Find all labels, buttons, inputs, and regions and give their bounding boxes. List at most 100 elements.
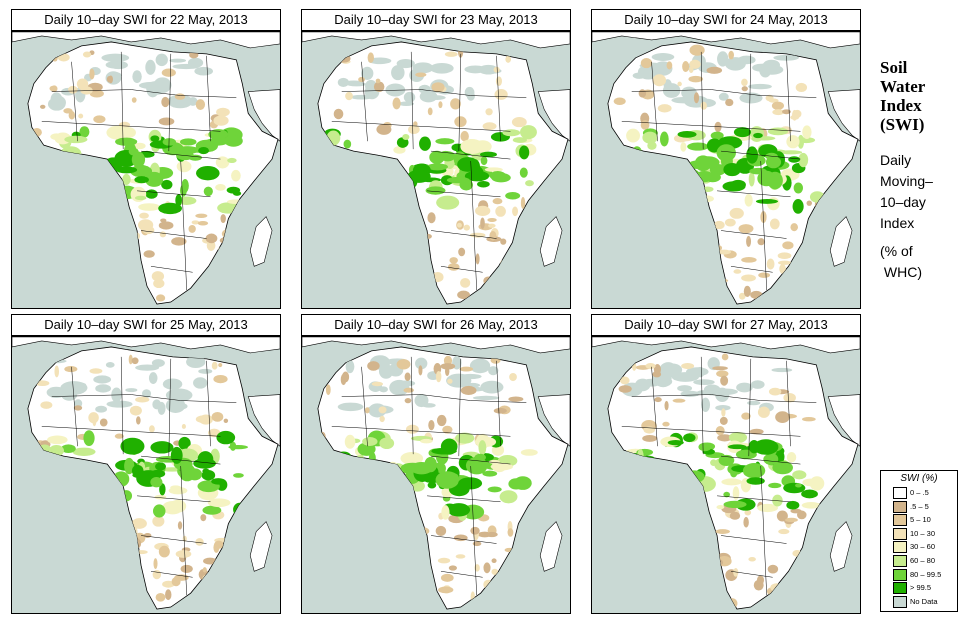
dry-patch <box>151 271 165 282</box>
dry-patch <box>688 75 704 83</box>
dry-patch <box>664 400 669 411</box>
wet-patch <box>44 484 58 491</box>
dry-patch <box>426 281 437 288</box>
wet-patch <box>382 160 391 170</box>
index-description-line: Daily <box>880 152 912 168</box>
dry-patch <box>333 108 344 120</box>
no-data-patch <box>157 401 166 415</box>
saturated-patch <box>435 471 459 489</box>
madagascar-landmass <box>539 521 563 572</box>
dry-patch <box>221 292 229 302</box>
saturated-patch <box>198 146 210 155</box>
dry-patch <box>682 61 690 73</box>
no-data-patch <box>198 368 213 374</box>
dry-patch <box>470 526 480 535</box>
country-border <box>458 53 462 152</box>
wet-patch <box>93 479 114 494</box>
wet-patch <box>335 186 357 192</box>
dry-patch <box>89 89 104 98</box>
dry-patch <box>180 564 193 573</box>
country-border <box>470 161 477 291</box>
country-border <box>361 61 368 142</box>
no-data-patch <box>750 380 765 389</box>
dry-patch <box>458 247 466 257</box>
wet-patch <box>645 491 658 505</box>
country-border <box>137 190 211 198</box>
wet-patch <box>170 485 182 491</box>
dry-patch <box>379 415 385 423</box>
dry-patch <box>142 226 155 235</box>
wet-patch <box>48 166 62 181</box>
dry-patch <box>423 281 437 290</box>
wet-patch <box>342 157 358 164</box>
legend-swatch <box>893 555 907 567</box>
dry-patch <box>783 393 796 403</box>
wet-patch <box>107 176 117 183</box>
wet-patch <box>363 191 386 202</box>
no-data-patch <box>95 405 108 413</box>
wet-patch <box>618 462 639 475</box>
dry-patch <box>775 411 790 423</box>
wet-patch <box>389 195 412 207</box>
dry-patch <box>175 550 192 558</box>
no-data-patch <box>47 97 66 111</box>
wet-patch <box>797 134 805 149</box>
wet-patch <box>33 452 54 468</box>
dry-patch <box>509 373 517 382</box>
dry-patch <box>450 98 461 110</box>
wet-patch <box>175 194 182 207</box>
dry-patch <box>219 47 233 55</box>
no-data-patch <box>193 377 208 389</box>
saturated-patch <box>698 442 712 452</box>
dry-patch <box>89 68 95 80</box>
dry-patch <box>733 568 739 577</box>
wet-patch <box>227 199 246 205</box>
dry-patch <box>510 271 520 283</box>
no-data-patch <box>337 77 349 87</box>
dry-patch <box>813 513 826 521</box>
wet-patch <box>792 470 807 480</box>
wet-patch <box>520 449 538 456</box>
dry-patch <box>448 565 457 571</box>
map-panel-4 <box>11 336 281 614</box>
africa-map <box>302 32 570 305</box>
no-data-patch <box>748 83 772 90</box>
panel-title-3: Daily 10–day SWI for 24 May, 2013 <box>591 9 861 31</box>
dry-patch <box>171 577 181 587</box>
wet-patch <box>727 444 747 450</box>
dry-patch <box>713 220 725 230</box>
map-panel-6 <box>591 336 861 614</box>
wet-patch <box>786 500 800 510</box>
dry-patch <box>213 542 220 553</box>
dry-patch <box>442 425 453 434</box>
wet-patch <box>57 478 66 484</box>
dry-patch <box>782 598 787 609</box>
wet-patch <box>396 186 412 195</box>
wet-patch <box>400 451 424 465</box>
dry-patch <box>810 292 815 297</box>
no-data-patch <box>135 364 160 371</box>
europe-landmass <box>302 32 570 49</box>
country-border <box>180 161 187 291</box>
dry-patch <box>505 55 511 63</box>
wet-patch <box>72 468 84 485</box>
wet-patch <box>441 505 450 520</box>
panel-title-6: Daily 10–day SWI for 27 May, 2013 <box>591 314 861 336</box>
dry-patch <box>474 564 480 572</box>
dry-patch <box>470 591 475 603</box>
no-data-patch <box>651 53 675 61</box>
country-border <box>206 55 211 142</box>
dry-patch <box>152 515 165 527</box>
dry-patch <box>708 547 717 556</box>
wet-patch <box>732 486 740 500</box>
dry-patch <box>82 51 92 58</box>
wet-patch <box>753 132 763 139</box>
dry-patch <box>135 396 150 403</box>
wet-patch <box>670 198 693 205</box>
saturated-patch <box>131 464 144 477</box>
wet-patch <box>45 189 66 199</box>
dry-patch <box>726 598 738 609</box>
wet-patch <box>793 182 804 194</box>
legend-label: 5 – 10 <box>910 515 931 525</box>
wet-patch <box>112 471 130 487</box>
